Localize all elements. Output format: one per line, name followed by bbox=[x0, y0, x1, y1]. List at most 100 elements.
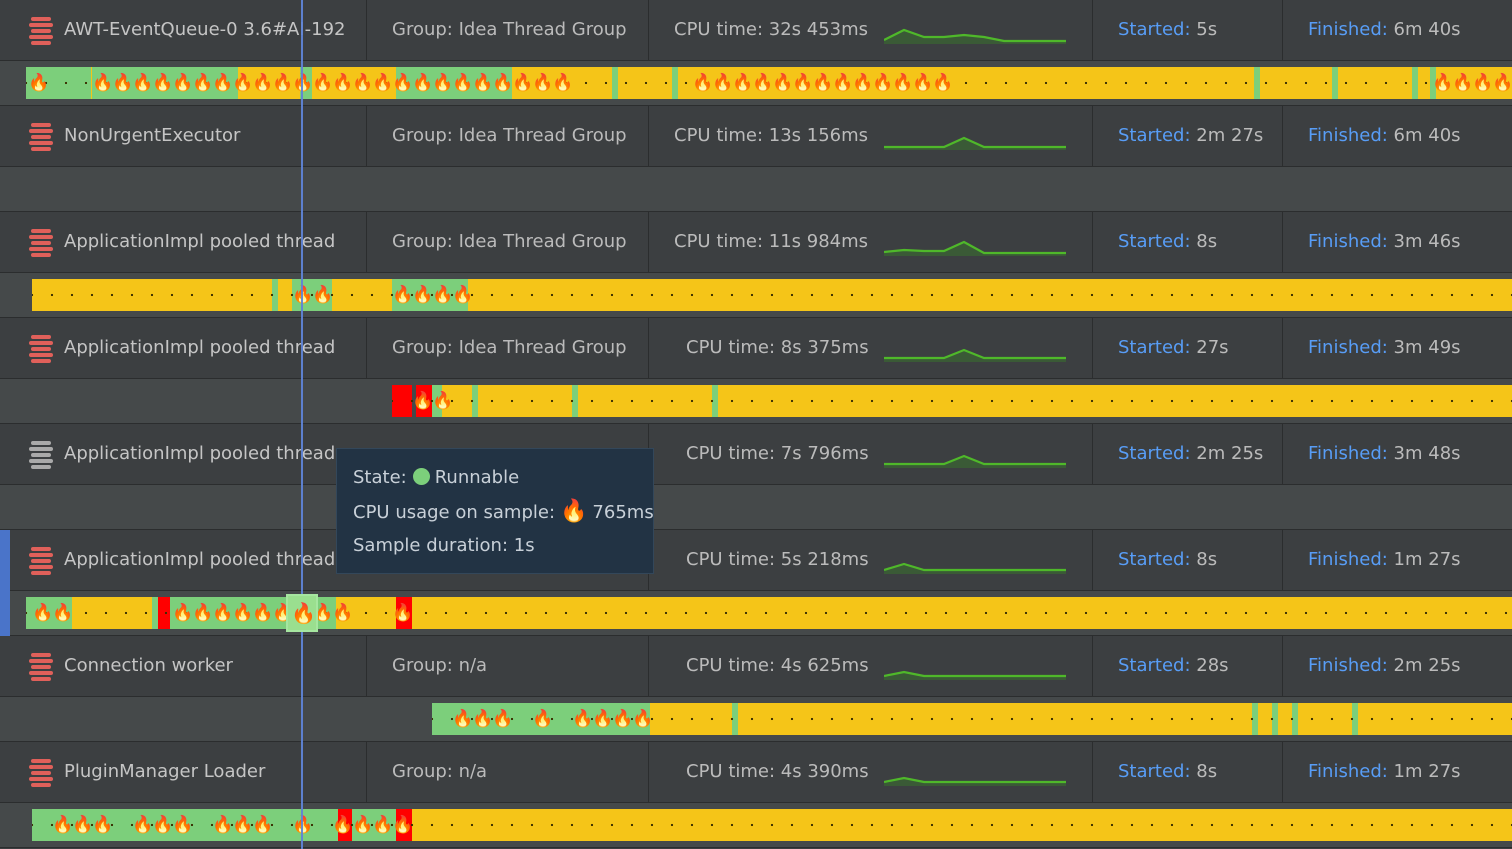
cpu-time: CPU time: 11s 984ms bbox=[674, 231, 869, 252]
waiting-segment[interactable] bbox=[572, 385, 578, 417]
waiting-segment[interactable] bbox=[712, 385, 718, 417]
flame-icon: 🔥 bbox=[432, 73, 454, 93]
waiting-segment[interactable] bbox=[612, 67, 618, 99]
flame-icon: 🔥 bbox=[192, 603, 214, 623]
tooltip-state-value: Runnable bbox=[434, 467, 520, 488]
flame-icon: 🔥 bbox=[792, 73, 814, 93]
thread-group: Group: Idea Thread Group bbox=[392, 231, 627, 252]
column-divider bbox=[366, 742, 367, 802]
thread-row[interactable]: PluginManager Loader Group: n/a CPU time: … bbox=[0, 742, 1512, 848]
thread-header[interactable]: AWT-EventQueue-0 3.6#AI-192 Group: Idea T… bbox=[0, 0, 1512, 60]
cpu-time: CPU time: 7s 796ms bbox=[686, 443, 869, 464]
flame-icon: 🔥 bbox=[172, 603, 194, 623]
waiting-segment[interactable] bbox=[472, 385, 478, 417]
column-divider bbox=[1092, 212, 1093, 272]
thread-row[interactable]: ApplicationImpl pooled thread Group: Idea… bbox=[0, 318, 1512, 424]
thread-header[interactable]: PluginManager Loader Group: n/a CPU time: … bbox=[0, 742, 1512, 802]
started-label: Started: bbox=[1118, 125, 1191, 146]
waiting-segment[interactable] bbox=[732, 703, 738, 735]
blocked-segment[interactable] bbox=[158, 597, 170, 629]
sparkline-line bbox=[884, 776, 1066, 784]
cpu-flame-group: 🔥 🔥 🔥 🔥 bbox=[1432, 71, 1512, 95]
thread-row[interactable]: ApplicationImpl pooled thread CPU time: 5… bbox=[0, 530, 1512, 636]
sparkline-line bbox=[884, 454, 1066, 466]
started-time: Started: 8s bbox=[1118, 229, 1217, 255]
blocked-segment[interactable] bbox=[392, 385, 412, 417]
flame-icon: 🔥 bbox=[192, 73, 214, 93]
flame-icon: 🔥 bbox=[452, 73, 474, 93]
cpu-flame-group: 🔥 🔥 🔥 bbox=[132, 813, 193, 837]
timeline-row[interactable]: 🔥 🔥 🔥 🔥 🔥 🔥 🔥 🔥 🔥 🔥 🔥 🔥 🔥 🔥 🔥 🔥 🔥 🔥 🔥 🔥 🔥 🔥 🔥 🔥 🔥 🔥 🔥 🔥 🔥 🔥 🔥 🔥 🔥 🔥 🔥 🔥 🔥 🔥 🔥 🔥… bbox=[0, 60, 1512, 106]
column-divider bbox=[366, 212, 367, 272]
thread-header[interactable]: ApplicationImpl pooled thread CPU time: 7… bbox=[0, 424, 1512, 484]
thread-timeline[interactable]: 🔥 🔥 bbox=[392, 385, 1512, 417]
flame-icon: 🔥 bbox=[812, 73, 834, 93]
thread-header[interactable]: ApplicationImpl pooled thread CPU time: 5… bbox=[0, 530, 1512, 590]
started-label: Started: bbox=[1118, 761, 1191, 782]
flame-icon: 🔥 bbox=[492, 709, 514, 729]
thread-header[interactable]: Connection worker Group: n/a CPU time: 4s … bbox=[0, 636, 1512, 696]
selected-sample[interactable]: 🔥 bbox=[286, 594, 318, 632]
finished-time: Finished: 3m 46s bbox=[1308, 229, 1461, 255]
timeline-row[interactable]: 🔥 🔥 🔥 🔥 🔥 🔥 🔥 🔥 bbox=[0, 696, 1512, 742]
waiting-segment[interactable] bbox=[272, 279, 278, 311]
thread-timeline[interactable]: 🔥🔥🔥🔥🔥🔥 bbox=[32, 279, 1512, 311]
tooltip-cpu-row: CPU usage on sample: 🔥 765ms bbox=[353, 499, 654, 525]
flame-icon: 🔥 bbox=[132, 73, 154, 93]
thread-timeline[interactable]: 🔥🔥🔥🔥🔥🔥🔥🔥🔥🔥🔥🔥🔥🔥 bbox=[32, 809, 1512, 841]
thread-timeline[interactable]: 🔥 🔥 🔥 🔥 🔥 🔥 🔥 🔥 🔥 🔥 🔥 🔥 bbox=[26, 597, 1512, 629]
timeline-row[interactable]: 🔥 🔥 🔥 🔥 🔥 🔥 🔥 🔥 🔥 🔥 🔥 🔥 bbox=[0, 590, 1512, 636]
flame-icon: 🔥 bbox=[252, 603, 274, 623]
flame-icon: 🔥 bbox=[132, 815, 154, 835]
thread-row[interactable]: NonUrgentExecutor Group: Idea Thread Grou… bbox=[0, 106, 1512, 212]
timeline-row[interactable] bbox=[0, 484, 1512, 530]
sparkline-line bbox=[884, 240, 1066, 255]
flame-icon: 🔥 bbox=[72, 815, 94, 835]
finished-label: Finished: bbox=[1308, 443, 1388, 464]
thread-header[interactable]: ApplicationImpl pooled thread Group: Idea… bbox=[0, 318, 1512, 378]
thread-header[interactable]: ApplicationImpl pooled thread Group: Idea… bbox=[0, 212, 1512, 272]
cpu-sparkline bbox=[884, 240, 1066, 256]
waiting-segment[interactable] bbox=[672, 67, 678, 99]
cpu-flame-group: 🔥 🔥 🔥 bbox=[212, 813, 273, 837]
thread-row[interactable]: ApplicationImpl pooled thread Group: Idea… bbox=[0, 212, 1512, 318]
timeline-row[interactable]: 🔥🔥🔥🔥🔥🔥🔥🔥🔥🔥🔥🔥🔥🔥 bbox=[0, 802, 1512, 848]
thread-row[interactable]: Connection worker Group: n/a CPU time: 4s … bbox=[0, 636, 1512, 742]
started-value: 2m 27s bbox=[1196, 125, 1264, 146]
flame-icon: 🔥 bbox=[432, 285, 454, 305]
sparkline-area bbox=[884, 350, 1066, 362]
waiting-segment[interactable] bbox=[1254, 67, 1260, 99]
waiting-segment[interactable] bbox=[1352, 703, 1358, 735]
timeline-row[interactable] bbox=[0, 166, 1512, 212]
flame-icon: 🔥 bbox=[392, 603, 414, 623]
finished-value: 1m 27s bbox=[1393, 549, 1461, 570]
cpu-flame-group: 🔥 🔥 🔥 bbox=[52, 813, 113, 837]
waiting-segment[interactable] bbox=[1412, 67, 1418, 99]
column-divider bbox=[648, 0, 649, 60]
started-value: 5s bbox=[1196, 19, 1218, 40]
started-time: Started: 5s bbox=[1118, 17, 1217, 43]
timeline-row[interactable]: 🔥🔥🔥🔥🔥🔥 bbox=[0, 272, 1512, 318]
finished-value: 2m 25s bbox=[1393, 655, 1461, 676]
sparkline-line bbox=[884, 136, 1066, 149]
thread-timeline[interactable]: 🔥 🔥 🔥 🔥 🔥 🔥 🔥 🔥 🔥 🔥 🔥 🔥 🔥 🔥 🔥 🔥 🔥 🔥 🔥 🔥 🔥 🔥 🔥 🔥 🔥 🔥 🔥 🔥 🔥 🔥 🔥 🔥 🔥 🔥 🔥 🔥 🔥 🔥 🔥 🔥… bbox=[26, 67, 1512, 99]
waiting-segment[interactable] bbox=[1272, 703, 1278, 735]
waiting-segment[interactable] bbox=[1292, 703, 1298, 735]
thread-group: Group: n/a bbox=[392, 761, 488, 782]
cpu-flame-group: 🔥🔥 bbox=[312, 601, 353, 625]
column-divider bbox=[366, 106, 367, 166]
timeline-row[interactable]: 🔥 🔥 bbox=[0, 378, 1512, 424]
finished-time: Finished: 6m 40s bbox=[1308, 17, 1461, 43]
flame-icon: 🔥 bbox=[32, 603, 54, 623]
thread-header[interactable]: NonUrgentExecutor Group: Idea Thread Grou… bbox=[0, 106, 1512, 166]
thread-active-icon bbox=[29, 758, 53, 787]
time-cursor-line[interactable] bbox=[301, 0, 303, 849]
cpu-flame-group: 🔥 🔥 🔥 🔥 🔥 bbox=[172, 601, 273, 625]
thread-row[interactable]: AWT-EventQueue-0 3.6#AI-192 Group: Idea T… bbox=[0, 0, 1512, 106]
waiting-segment[interactable] bbox=[1332, 67, 1338, 99]
thread-row[interactable]: ApplicationImpl pooled thread CPU time: 7… bbox=[0, 424, 1512, 530]
thread-timeline[interactable]: 🔥 🔥 🔥 🔥 🔥 🔥 🔥 🔥 bbox=[432, 703, 1512, 735]
waiting-segment[interactable] bbox=[1252, 703, 1258, 735]
sample-tooltip: State: Runnable CPU usage on sample: 🔥 765m… bbox=[336, 448, 654, 574]
sparkline-area bbox=[884, 456, 1066, 468]
